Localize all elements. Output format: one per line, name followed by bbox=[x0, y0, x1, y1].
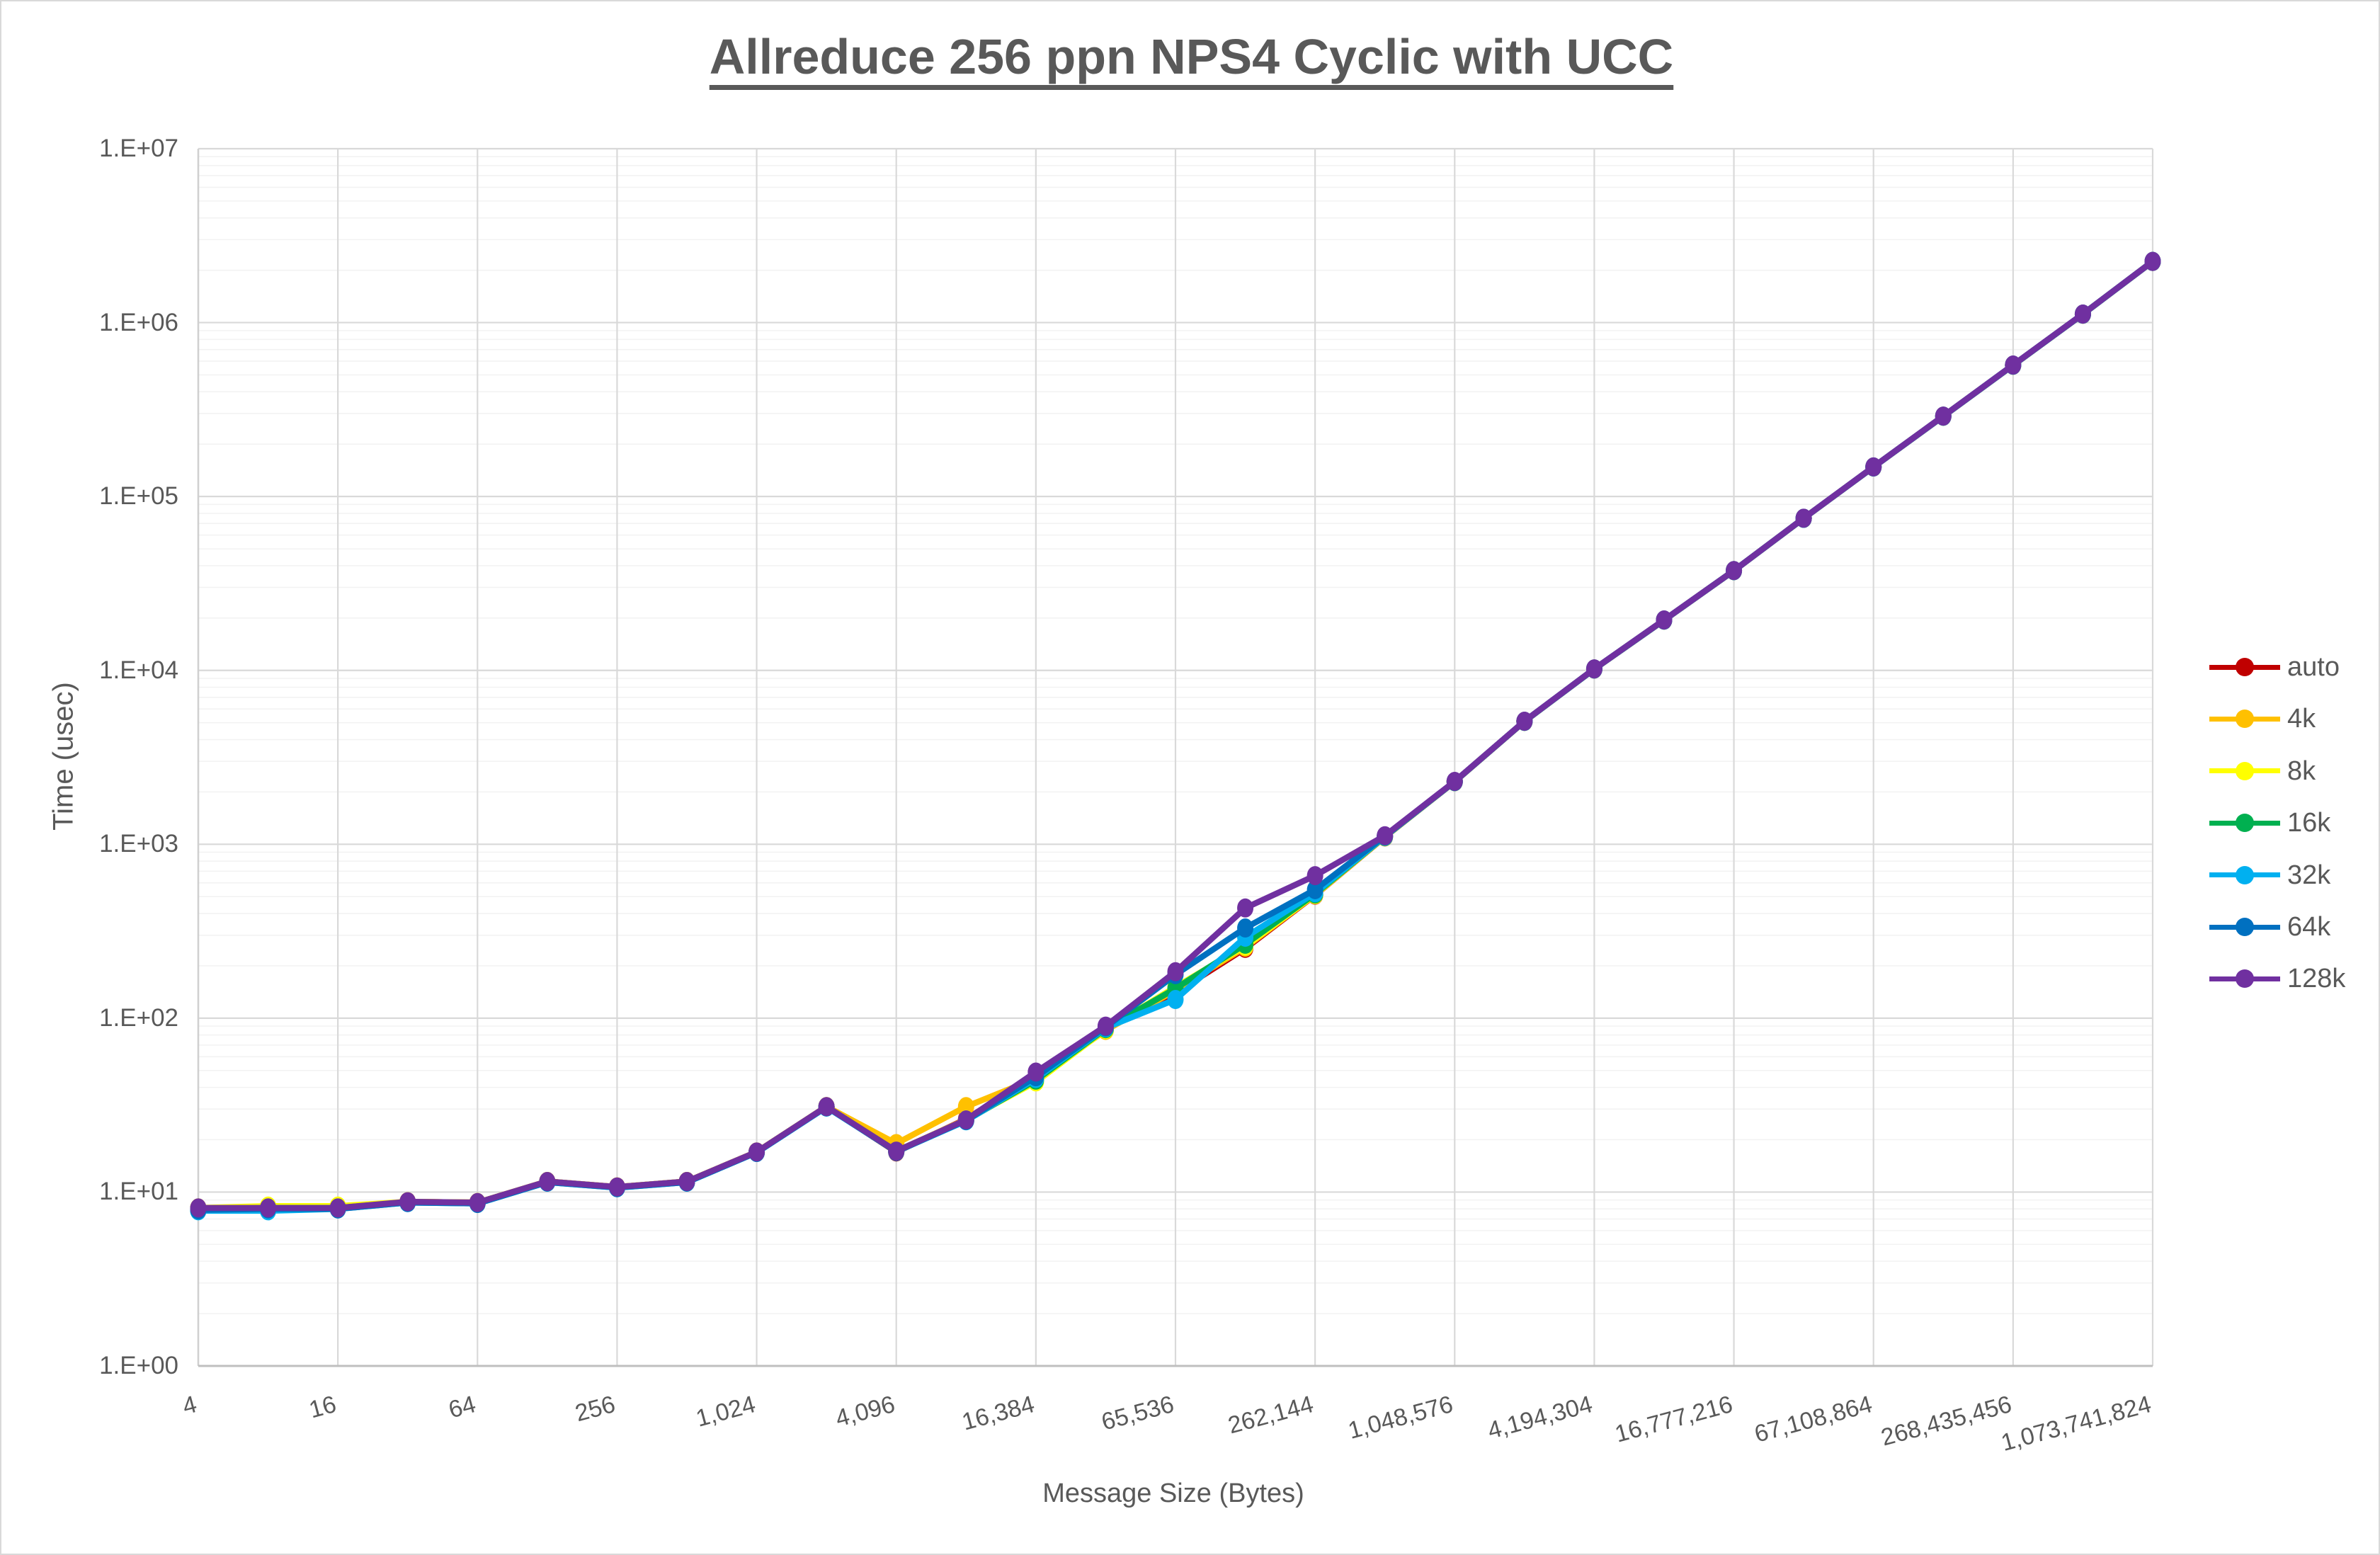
series-marker-128k bbox=[678, 1172, 695, 1192]
legend-label: 4k bbox=[2287, 704, 2316, 734]
legend-line-swatch bbox=[2209, 865, 2280, 884]
legend-item-64k: 64k bbox=[2209, 909, 2330, 945]
series-marker-128k bbox=[888, 1141, 905, 1161]
y-axis-title: Time (usec) bbox=[47, 682, 79, 831]
y-tick-label: 1.E+01 bbox=[99, 1178, 178, 1206]
y-tick-label: 1.E+07 bbox=[99, 135, 178, 162]
y-tick-label: 1.E+05 bbox=[99, 482, 178, 511]
series-marker-128k bbox=[748, 1142, 765, 1162]
legend-label: 64k bbox=[2287, 912, 2331, 942]
series-marker-128k bbox=[818, 1097, 835, 1117]
legend-item-32k: 32k bbox=[2209, 858, 2330, 893]
legend-marker-dot bbox=[2236, 658, 2254, 676]
legend-marker-dot bbox=[2236, 969, 2254, 989]
legend-line-swatch bbox=[2209, 969, 2280, 989]
series-marker-128k bbox=[2005, 355, 2022, 375]
legend-label: 32k bbox=[2287, 860, 2331, 890]
series-marker-128k bbox=[1027, 1062, 1044, 1082]
series-marker-128k bbox=[1097, 1016, 1114, 1036]
series-marker-128k bbox=[1726, 561, 1743, 581]
series-marker-128k bbox=[1585, 659, 1602, 679]
series-marker-128k bbox=[2144, 251, 2161, 271]
legend-marker-dot bbox=[2236, 710, 2254, 729]
series-marker-128k bbox=[1446, 771, 1463, 791]
series-marker-128k bbox=[608, 1177, 625, 1197]
legend-label: 128k bbox=[2287, 964, 2346, 994]
series-marker-64k bbox=[1306, 879, 1323, 899]
series-marker-128k bbox=[399, 1192, 416, 1212]
series-marker-128k bbox=[190, 1198, 207, 1218]
legend-marker-dot bbox=[2236, 814, 2254, 833]
legend-marker-dot bbox=[2236, 865, 2254, 884]
legend-item-128k: 128k bbox=[2209, 961, 2345, 996]
legend-label: auto bbox=[2287, 652, 2340, 682]
y-tick-label: 1.E+02 bbox=[99, 1003, 178, 1032]
legend-label: 8k bbox=[2287, 756, 2316, 786]
y-tick-label: 1.E+04 bbox=[99, 656, 178, 684]
legend-item-8k: 8k bbox=[2209, 753, 2316, 789]
legend-item-16k: 16k bbox=[2209, 805, 2330, 841]
legend-line-swatch bbox=[2209, 761, 2280, 780]
legend-line-swatch bbox=[2209, 814, 2280, 833]
y-tick-label: 1.E+00 bbox=[99, 1352, 178, 1379]
legend-line-swatch bbox=[2209, 918, 2280, 936]
chart-title: Allreduce 256 ppn NPS4 Cyclic with UCC bbox=[1, 29, 2379, 84]
series-marker-128k bbox=[957, 1110, 974, 1130]
series-marker-128k bbox=[1377, 826, 1394, 845]
series-marker-128k bbox=[1306, 866, 1323, 886]
series-marker-128k bbox=[1935, 406, 1952, 426]
series-marker-64k bbox=[1237, 918, 1254, 938]
y-tick-label: 1.E+03 bbox=[99, 830, 178, 858]
series-marker-128k bbox=[1656, 610, 1673, 630]
series-marker-128k bbox=[329, 1198, 346, 1218]
legend-marker-dot bbox=[2236, 918, 2254, 936]
x-axis-title: Message Size (Bytes) bbox=[1042, 1479, 1304, 1508]
series-marker-128k bbox=[469, 1192, 486, 1212]
legend-marker-dot bbox=[2236, 761, 2254, 780]
legend-item-4k: 4k bbox=[2209, 701, 2316, 736]
legend-line-swatch bbox=[2209, 710, 2280, 729]
series-marker-128k bbox=[1516, 712, 1533, 731]
series-marker-128k bbox=[1237, 898, 1254, 918]
series-marker-128k bbox=[260, 1198, 277, 1218]
series-marker-128k bbox=[539, 1172, 556, 1192]
legend-line-swatch bbox=[2209, 658, 2280, 676]
series-marker-128k bbox=[1865, 457, 1882, 477]
chart-title-text: Allreduce 256 ppn NPS4 Cyclic with UCC bbox=[709, 29, 1674, 84]
series-marker-128k bbox=[1795, 508, 1812, 528]
series-marker-32k bbox=[1167, 990, 1184, 1010]
series-marker-128k bbox=[2074, 304, 2091, 324]
y-tick-label: 1.E+06 bbox=[99, 308, 178, 336]
series-marker-128k bbox=[1167, 962, 1184, 981]
legend-item-auto: auto bbox=[2209, 649, 2340, 685]
legend-label: 16k bbox=[2287, 808, 2331, 838]
